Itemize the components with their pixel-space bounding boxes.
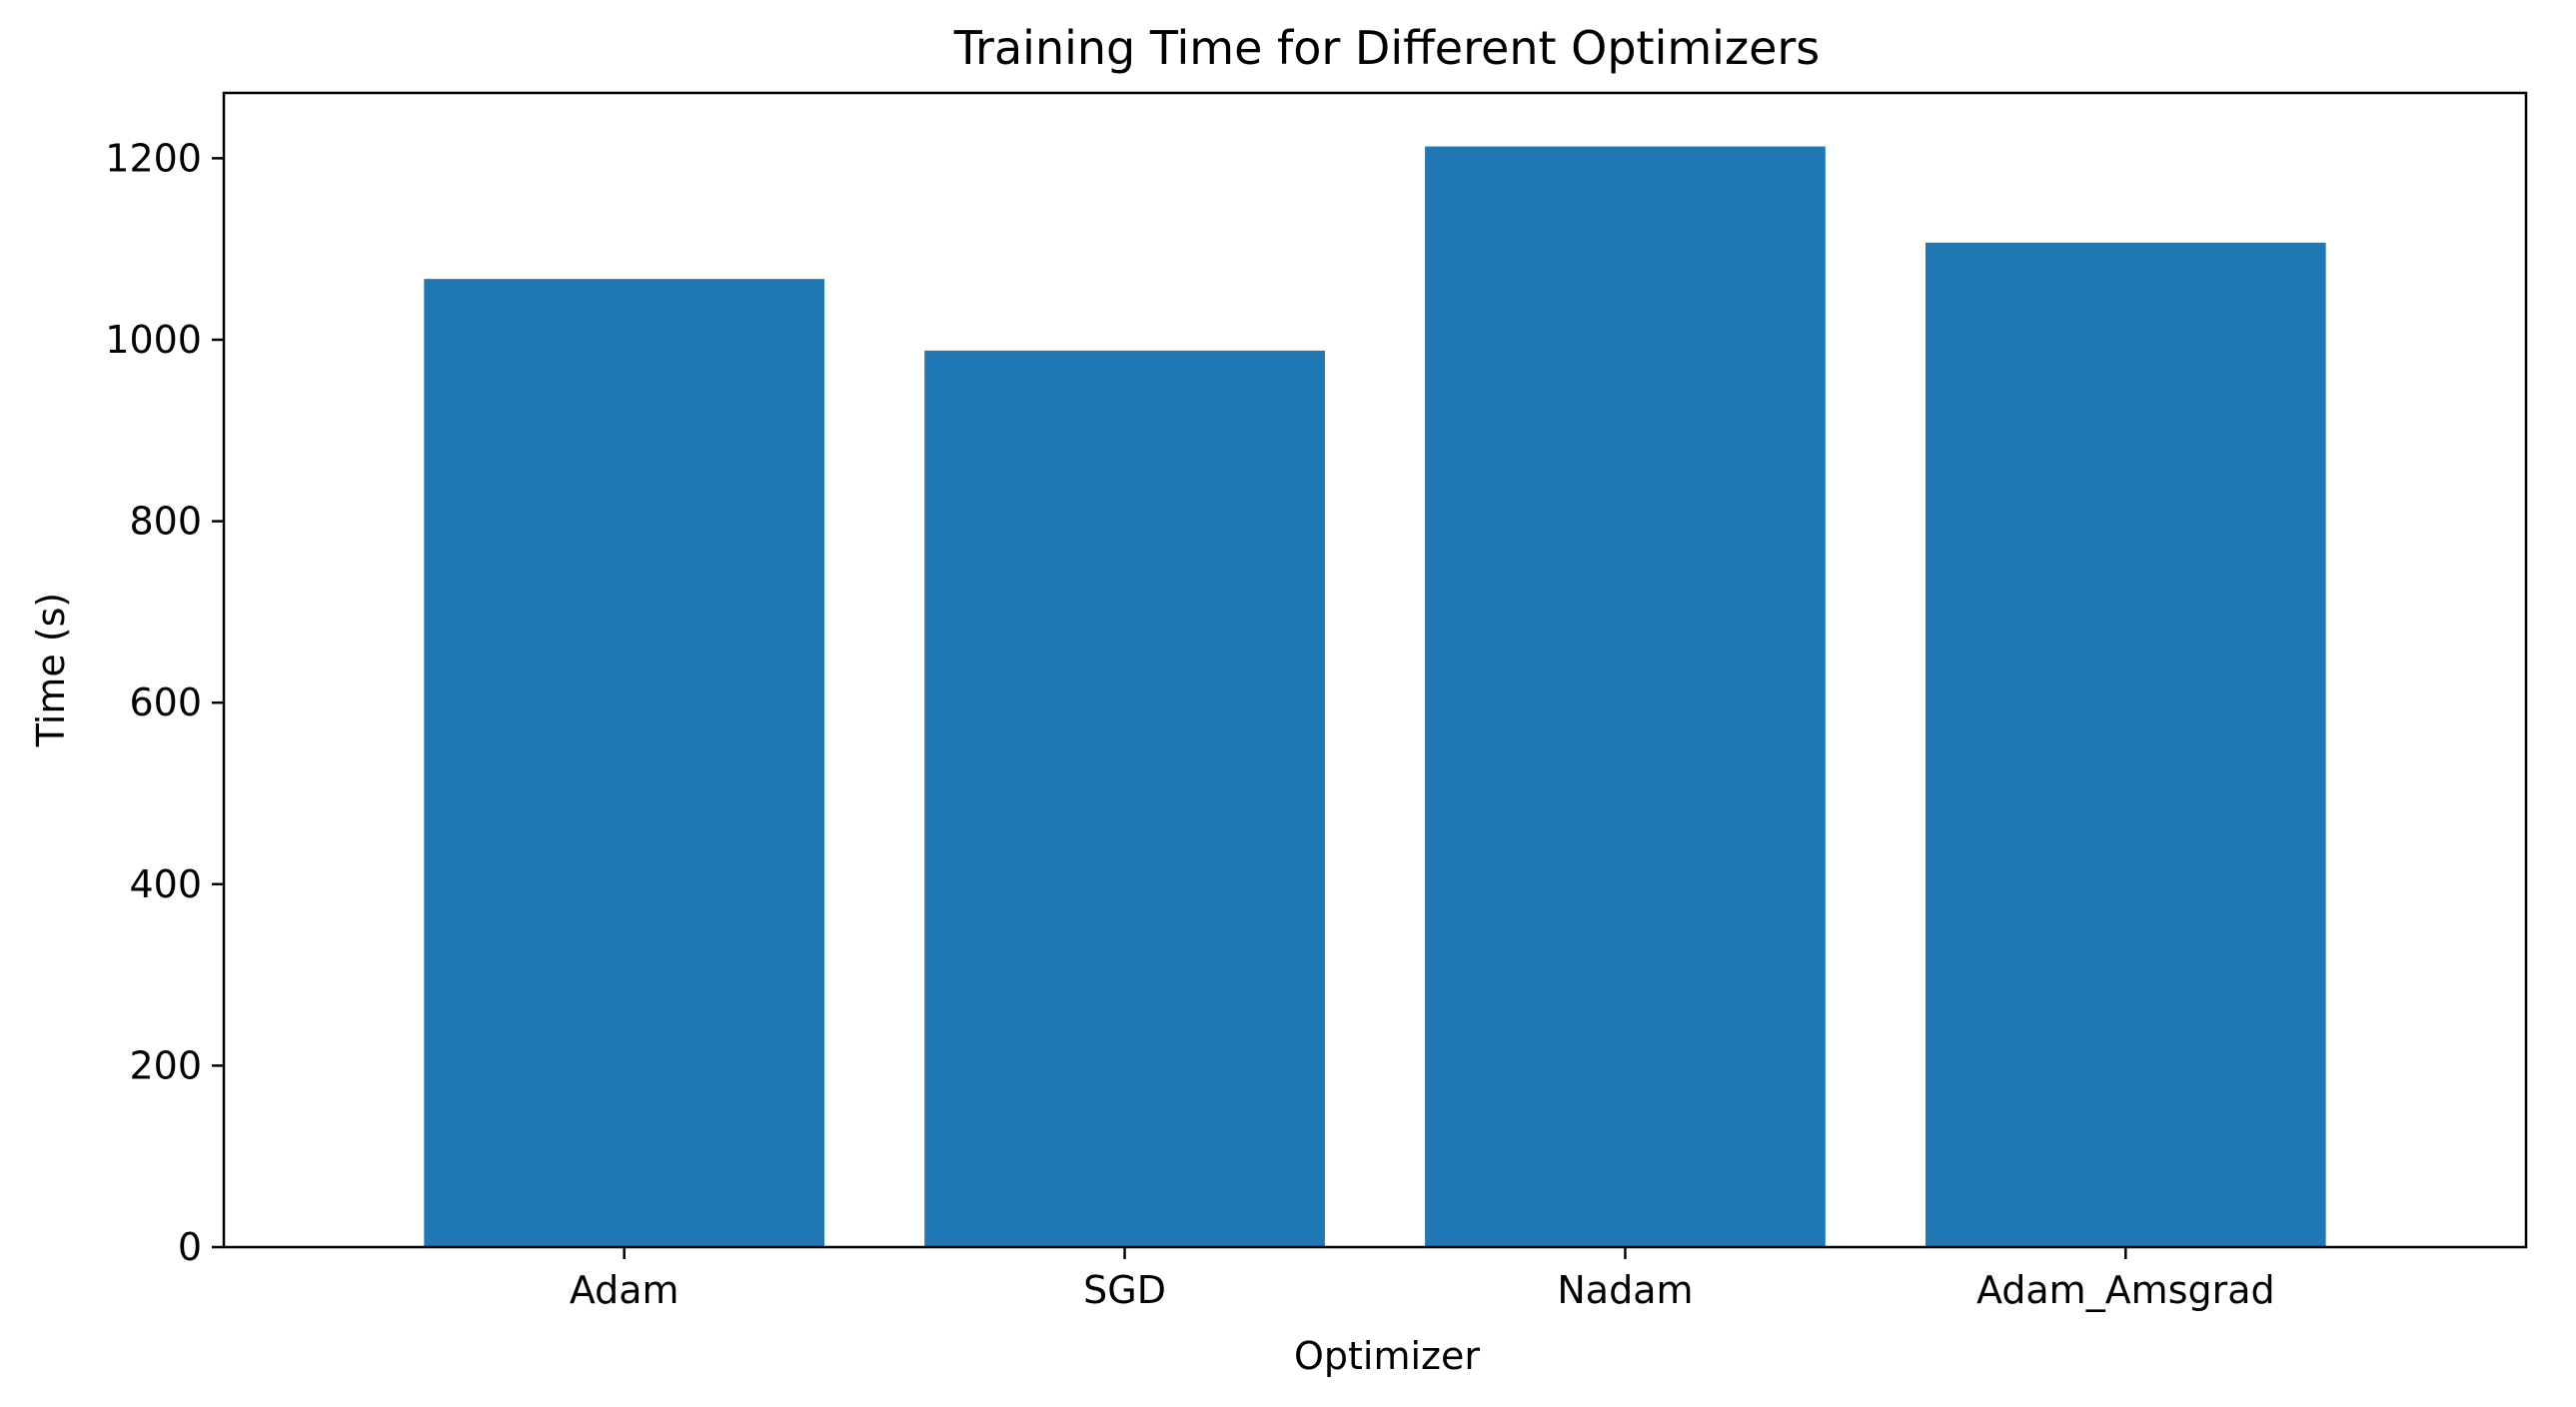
bar-sgd xyxy=(924,350,1325,1248)
y-tick-label: 400 xyxy=(129,862,202,906)
y-tick-label: 200 xyxy=(129,1043,202,1087)
x-axis-ticks: Adam SGD Nadam Adam_Amsgrad xyxy=(570,1247,2275,1312)
y-axis-ticks: 0 200 400 600 800 1000 1200 xyxy=(105,136,224,1269)
y-tick-label: 800 xyxy=(129,500,202,544)
y-tick-label: 1000 xyxy=(105,318,202,362)
x-tick-label: Nadam xyxy=(1557,1268,1693,1312)
x-axis-label: Optimizer xyxy=(1294,1334,1480,1378)
y-tick-label: 600 xyxy=(129,681,202,724)
y-tick-label: 1200 xyxy=(105,136,202,180)
bar-adam xyxy=(424,279,825,1247)
chart-title: Training Time for Different Optimizers xyxy=(953,21,1821,75)
bar-adam-amsgrad xyxy=(1925,242,2326,1247)
bar-nadam xyxy=(1425,146,1826,1247)
bars-layer xyxy=(424,146,2326,1248)
y-tick-label: 0 xyxy=(178,1225,202,1269)
axes-frame xyxy=(222,91,2528,1249)
x-tick-label: Adam_Amsgrad xyxy=(1976,1268,2275,1312)
y-axis-label: Time (s) xyxy=(29,593,73,748)
x-tick-label: Adam xyxy=(570,1268,679,1312)
x-tick-label: SGD xyxy=(1083,1268,1166,1312)
